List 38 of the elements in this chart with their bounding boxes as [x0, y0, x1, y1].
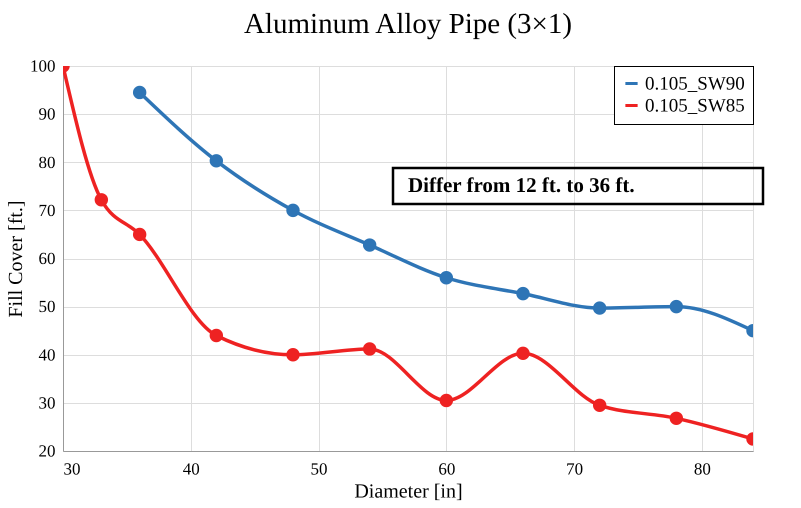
point: [210, 328, 224, 342]
point: [592, 398, 606, 412]
x-tick-label: 50: [310, 460, 328, 478]
point: [670, 412, 684, 425]
x-tick-label: 40: [182, 460, 200, 478]
y-axis-title: Fill Cover [ft.]: [5, 200, 27, 318]
point: [132, 228, 146, 242]
point: [210, 154, 224, 168]
point: [440, 271, 454, 284]
y-tick-label: 30: [38, 393, 56, 412]
y-tick-label: 90: [38, 104, 56, 124]
y-tick-label: 50: [38, 297, 56, 316]
point: [286, 204, 300, 218]
y-tick-label: 100: [30, 56, 56, 76]
point: [440, 394, 454, 408]
point: [94, 193, 108, 206]
x-tick-label: 30: [64, 460, 80, 478]
y-tick-label: 70: [38, 200, 56, 220]
x-tick-label: 80: [694, 460, 711, 478]
point: [592, 301, 606, 315]
point: [516, 346, 530, 360]
y-tick-label: 40: [38, 345, 56, 364]
x-axis-title: Diameter [in]: [354, 480, 463, 502]
annotation: Differ from 12 ft. to 36 ft.: [408, 173, 635, 197]
point: [286, 348, 300, 362]
x-tick-label: 60: [438, 460, 456, 478]
legend-label: 0.105_SW85: [645, 96, 745, 116]
point: [362, 342, 376, 356]
point: [132, 86, 146, 100]
y-tick-label: 20: [38, 442, 56, 460]
point: [362, 238, 376, 252]
x-tick-label: 70: [566, 460, 584, 478]
y-tick-label: 60: [38, 249, 56, 268]
legend-label: 0.105_SW90: [645, 74, 745, 94]
y-tick-label: 80: [38, 152, 56, 172]
point: [516, 286, 530, 300]
point: [670, 300, 684, 314]
chart-title: Aluminum Alloy Pipe (3×1): [244, 8, 572, 40]
